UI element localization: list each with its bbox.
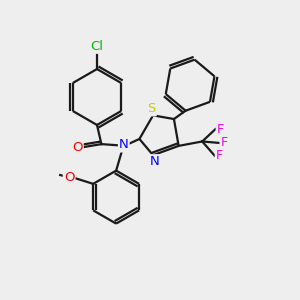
Text: S: S [147, 102, 156, 116]
Text: O: O [64, 171, 74, 184]
Text: O: O [72, 141, 83, 154]
Text: F: F [216, 149, 223, 162]
Text: F: F [220, 136, 228, 149]
Text: F: F [217, 123, 224, 136]
Text: N: N [150, 155, 159, 168]
Text: Cl: Cl [91, 40, 103, 53]
Text: N: N [119, 139, 129, 152]
